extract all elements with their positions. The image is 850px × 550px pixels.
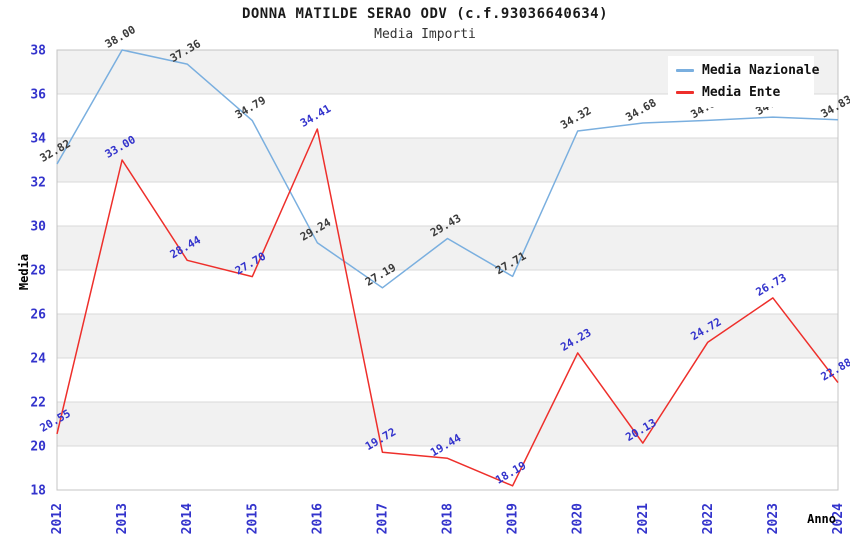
chart-subtitle: Media Importi <box>374 27 476 42</box>
x-tick-label: 2016 <box>310 503 325 534</box>
value-label: 34.32 <box>558 104 593 132</box>
y-tick-label: 22 <box>30 396 46 411</box>
value-label: 34.41 <box>298 102 334 130</box>
y-tick-label: 30 <box>30 220 46 235</box>
legend-item-media-nazionale: Media Nazionale <box>676 63 819 78</box>
plot-band <box>57 314 838 358</box>
legend-line-icon <box>676 69 694 72</box>
y-tick-label: 28 <box>30 264 46 279</box>
x-tick-label: 2018 <box>441 503 456 534</box>
series-line-media-ente <box>56 128 839 487</box>
legend-item-media-ente: Media Ente <box>676 85 806 100</box>
x-tick-label: 2015 <box>245 503 260 534</box>
x-tick-label: 2017 <box>375 503 390 534</box>
series-line-media-nazionale <box>56 49 839 289</box>
y-tick-label: 24 <box>30 352 46 367</box>
y-tick-label: 32 <box>30 176 46 191</box>
x-tick-label: 2022 <box>701 503 716 534</box>
x-tick-label: 2019 <box>506 503 521 534</box>
x-tick-label: 2020 <box>571 503 586 534</box>
value-label: 26.73 <box>754 271 789 299</box>
value-label: 22.88 <box>819 356 850 384</box>
legend-line-icon <box>676 91 694 94</box>
y-axis-label: Media <box>17 254 31 290</box>
x-axis-label: Anno <box>807 512 836 526</box>
value-label: 38.00 <box>103 23 138 51</box>
x-tick-label: 2023 <box>766 503 781 534</box>
y-tick-label: 34 <box>30 132 46 147</box>
x-tick-label: 2021 <box>636 503 651 534</box>
x-tick-label: 2013 <box>115 503 130 534</box>
y-tick-label: 36 <box>30 88 46 103</box>
y-tick-label: 18 <box>30 484 46 499</box>
y-tick-label: 20 <box>30 440 46 455</box>
plot-band <box>57 138 838 182</box>
value-label: 34.79 <box>233 94 268 122</box>
value-label: 18.19 <box>493 459 528 487</box>
plot-band <box>57 402 838 446</box>
plot-band <box>57 226 838 270</box>
x-tick-label: 2012 <box>50 503 65 534</box>
value-label: 34.68 <box>623 96 658 124</box>
chart-title: DONNA MATILDE SERAO ODV (c.f.93036640634… <box>241 6 609 22</box>
legend-label: Media Ente <box>702 85 781 100</box>
y-tick-label: 38 <box>30 44 46 59</box>
value-label: 34.83 <box>819 93 850 121</box>
plot-frame <box>56 49 839 491</box>
x-tick-label: 2014 <box>180 503 195 534</box>
legend-label: Media Nazionale <box>702 63 820 78</box>
x-tick-label: 2024 <box>831 503 846 534</box>
legend: Media Nazionale Media Ente <box>668 56 819 107</box>
y-tick-label: 26 <box>30 308 46 323</box>
